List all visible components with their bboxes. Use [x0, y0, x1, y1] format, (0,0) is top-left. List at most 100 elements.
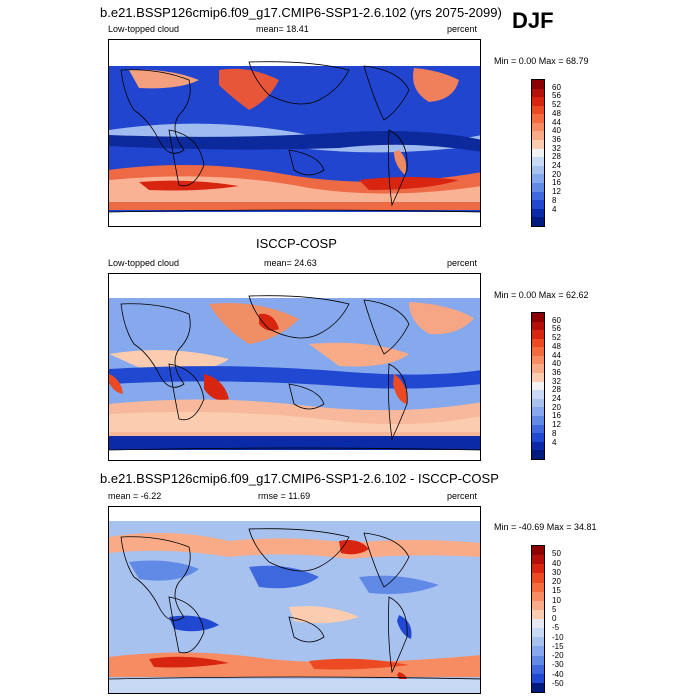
colorbar-swatch	[532, 433, 544, 442]
colorbar-swatch	[532, 450, 544, 459]
panel3-minmax: Min = -40.69 Max = 34.81	[494, 522, 597, 532]
panel1-variable: Low-topped cloud	[108, 24, 180, 34]
colorbar-label: 40	[552, 359, 561, 369]
colorbar-swatch	[532, 441, 544, 451]
season-label: DJF	[512, 8, 554, 33]
panel1-colorbar	[531, 79, 545, 227]
colorbar-label: -20	[552, 651, 564, 660]
panel1-colorbar-segments	[532, 80, 544, 226]
colorbar-swatch	[532, 140, 544, 149]
colorbar-label: 28	[552, 152, 561, 162]
colorbar-label: 48	[552, 341, 561, 351]
colorbar-label: 10	[552, 595, 561, 605]
colorbar-swatch	[532, 148, 544, 158]
colorbar-swatch	[532, 564, 544, 574]
colorbar-swatch	[532, 591, 544, 601]
colorbar-label: 4	[552, 204, 557, 214]
panel3-colorbar-segments	[532, 546, 544, 692]
colorbar-swatch	[532, 555, 544, 565]
colorbar-label: 12	[552, 187, 561, 197]
colorbar-label: 56	[552, 91, 561, 101]
colorbar-label: 36	[552, 367, 561, 377]
colorbar-label: 40	[552, 558, 561, 568]
colorbar-swatch	[532, 355, 544, 365]
colorbar-swatch	[532, 105, 544, 115]
panel2-colorbar	[531, 312, 545, 460]
colorbar-swatch	[532, 573, 544, 583]
colorbar-swatch	[532, 191, 544, 201]
colorbar-swatch	[532, 546, 544, 556]
colorbar-label: 60	[552, 82, 561, 92]
colorbar-swatch	[532, 398, 544, 408]
colorbar-swatch	[532, 182, 544, 192]
colorbar-label: 40	[552, 126, 561, 136]
colorbar-swatch	[532, 673, 544, 683]
colorbar-label: 24	[552, 394, 561, 404]
panel2-map-graphic	[109, 274, 480, 460]
colorbar-label: 52	[552, 100, 561, 110]
colorbar-swatch	[532, 80, 544, 89]
colorbar-label: 8	[552, 195, 557, 205]
panel1-minmax: Min = 0.00 Max = 68.79	[494, 56, 589, 66]
colorbar-label: 50	[552, 549, 561, 559]
colorbar-swatch	[532, 415, 544, 425]
colorbar-label: 36	[552, 134, 561, 144]
panel3-rmse: rmse = 11.69	[258, 491, 311, 501]
panel1-map-graphic	[109, 40, 480, 226]
colorbar-label: 8	[552, 428, 557, 438]
colorbar-swatch	[532, 628, 544, 638]
panel2-mean: mean= 24.63	[264, 258, 317, 268]
colorbar-label: -40	[552, 669, 564, 679]
colorbar-swatch	[532, 131, 544, 141]
panel3-title: b.e21.BSSP126cmip6.f09_g17.CMIP6-SSP1-2.…	[100, 471, 499, 486]
colorbar-label: 0	[552, 614, 557, 623]
colorbar-swatch	[532, 390, 544, 399]
colorbar-label: 52	[552, 333, 561, 343]
colorbar-swatch	[532, 655, 544, 665]
colorbar-swatch	[532, 424, 544, 434]
colorbar-swatch	[532, 157, 544, 166]
panel2-map	[108, 273, 481, 461]
colorbar-label: 30	[552, 567, 561, 577]
colorbar-swatch	[532, 407, 544, 416]
panel3-map-graphic	[109, 507, 480, 693]
panel2-colorbar-segments	[532, 313, 544, 459]
panel2-minmax: Min = 0.00 Max = 62.62	[494, 290, 589, 300]
panel3-colorbar	[531, 545, 545, 693]
colorbar-swatch	[532, 338, 544, 348]
colorbar-swatch	[532, 330, 544, 339]
colorbar-swatch	[532, 347, 544, 356]
colorbar-label: 32	[552, 376, 561, 386]
colorbar-swatch	[532, 609, 544, 619]
colorbar-swatch	[532, 122, 544, 132]
colorbar-label: 16	[552, 411, 561, 421]
colorbar-label: -10	[552, 632, 564, 642]
colorbar-swatch	[532, 600, 544, 610]
colorbar-label: 20	[552, 402, 561, 412]
colorbar-swatch	[532, 200, 544, 209]
colorbar-swatch	[532, 637, 544, 647]
colorbar-swatch	[532, 619, 544, 629]
colorbar-label: -30	[552, 660, 564, 670]
colorbar-label: 60	[552, 315, 561, 325]
panel2-title: ISCCP-COSP	[256, 236, 337, 251]
colorbar-swatch	[532, 208, 544, 218]
colorbar-label: 4	[552, 437, 557, 447]
colorbar-label: 5	[552, 604, 557, 614]
panel1-units: percent	[447, 24, 478, 34]
colorbar-label: 20	[552, 577, 561, 586]
colorbar-label: 16	[552, 178, 561, 188]
colorbar-label: -5	[552, 623, 560, 633]
colorbar-swatch	[532, 88, 544, 98]
colorbar-label: -15	[552, 641, 564, 651]
colorbar-label: 44	[552, 350, 561, 360]
colorbar-label: 48	[552, 108, 561, 118]
colorbar-swatch	[532, 373, 544, 382]
colorbar-swatch	[532, 217, 544, 226]
colorbar-swatch	[532, 165, 544, 175]
colorbar-label: 20	[552, 169, 561, 179]
panel3-map	[108, 506, 481, 694]
panel1-map	[108, 39, 481, 227]
colorbar-swatch	[532, 381, 544, 391]
colorbar-swatch	[532, 321, 544, 331]
